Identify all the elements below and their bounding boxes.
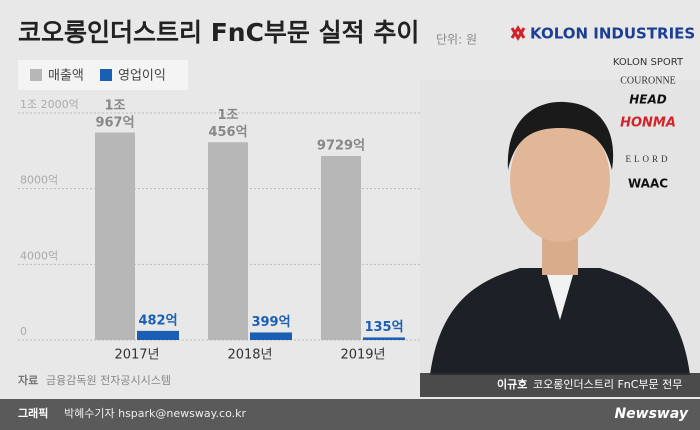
- caption-band: [420, 373, 700, 397]
- source: 금융감독원 전자공시시스템: [46, 374, 171, 387]
- unit-label: 단위: 원: [436, 33, 477, 47]
- footer-author: 박혜수기자 hspark@newsway.co.kr: [64, 407, 247, 420]
- legend-label: 매출액: [48, 69, 84, 84]
- bar: [95, 132, 135, 340]
- x-tick-label: 2018년: [227, 348, 272, 363]
- brand: WAAC: [628, 177, 668, 191]
- footer-brand: Newsway: [614, 406, 688, 422]
- y-tick-label: 4000억: [20, 249, 58, 262]
- brand: KOLON INDUSTRIES: [530, 25, 695, 43]
- value-label: 482억: [138, 313, 177, 328]
- footer-label: 그래픽: [18, 406, 48, 420]
- source-label: 자료: [18, 373, 38, 387]
- caption-name: 이규호: [497, 377, 527, 391]
- x-tick-label: 2017년: [114, 348, 159, 363]
- caption-title: 코오롱인더스트리 FnC부문 전무: [533, 378, 682, 391]
- legend-swatch: [30, 69, 42, 81]
- x-tick-label: 2019년: [340, 348, 385, 363]
- kolon-logo-icon: [510, 25, 526, 41]
- value-label: 1조 456억: [208, 108, 247, 140]
- chart-title: 코오롱인더스트리 FnC부문 실적 추이: [18, 18, 419, 47]
- footer-bar: [0, 399, 700, 430]
- brand: COURONNE: [620, 75, 676, 86]
- portrait: [420, 80, 700, 375]
- legend-label: 영업이익: [118, 69, 166, 84]
- y-tick-label: 8000억: [20, 174, 58, 187]
- brand: HEAD: [629, 93, 667, 107]
- brand: HONMA: [620, 116, 676, 131]
- bar: [321, 155, 361, 340]
- y-tick-label: 0: [20, 325, 27, 338]
- value-label: 1조 967억: [95, 98, 134, 130]
- value-label: 399억: [251, 315, 290, 330]
- value-label: 135억: [364, 320, 403, 335]
- bar: [137, 330, 179, 340]
- bar: [363, 337, 405, 340]
- brand: KOLON SPORT: [613, 57, 684, 68]
- brand: ELORD: [626, 154, 671, 164]
- legend-swatch: [100, 69, 112, 81]
- value-label: 9729억: [317, 138, 365, 153]
- bar: [208, 142, 248, 340]
- bar: [250, 332, 292, 340]
- y-tick-label: 1조 2000억: [20, 98, 79, 111]
